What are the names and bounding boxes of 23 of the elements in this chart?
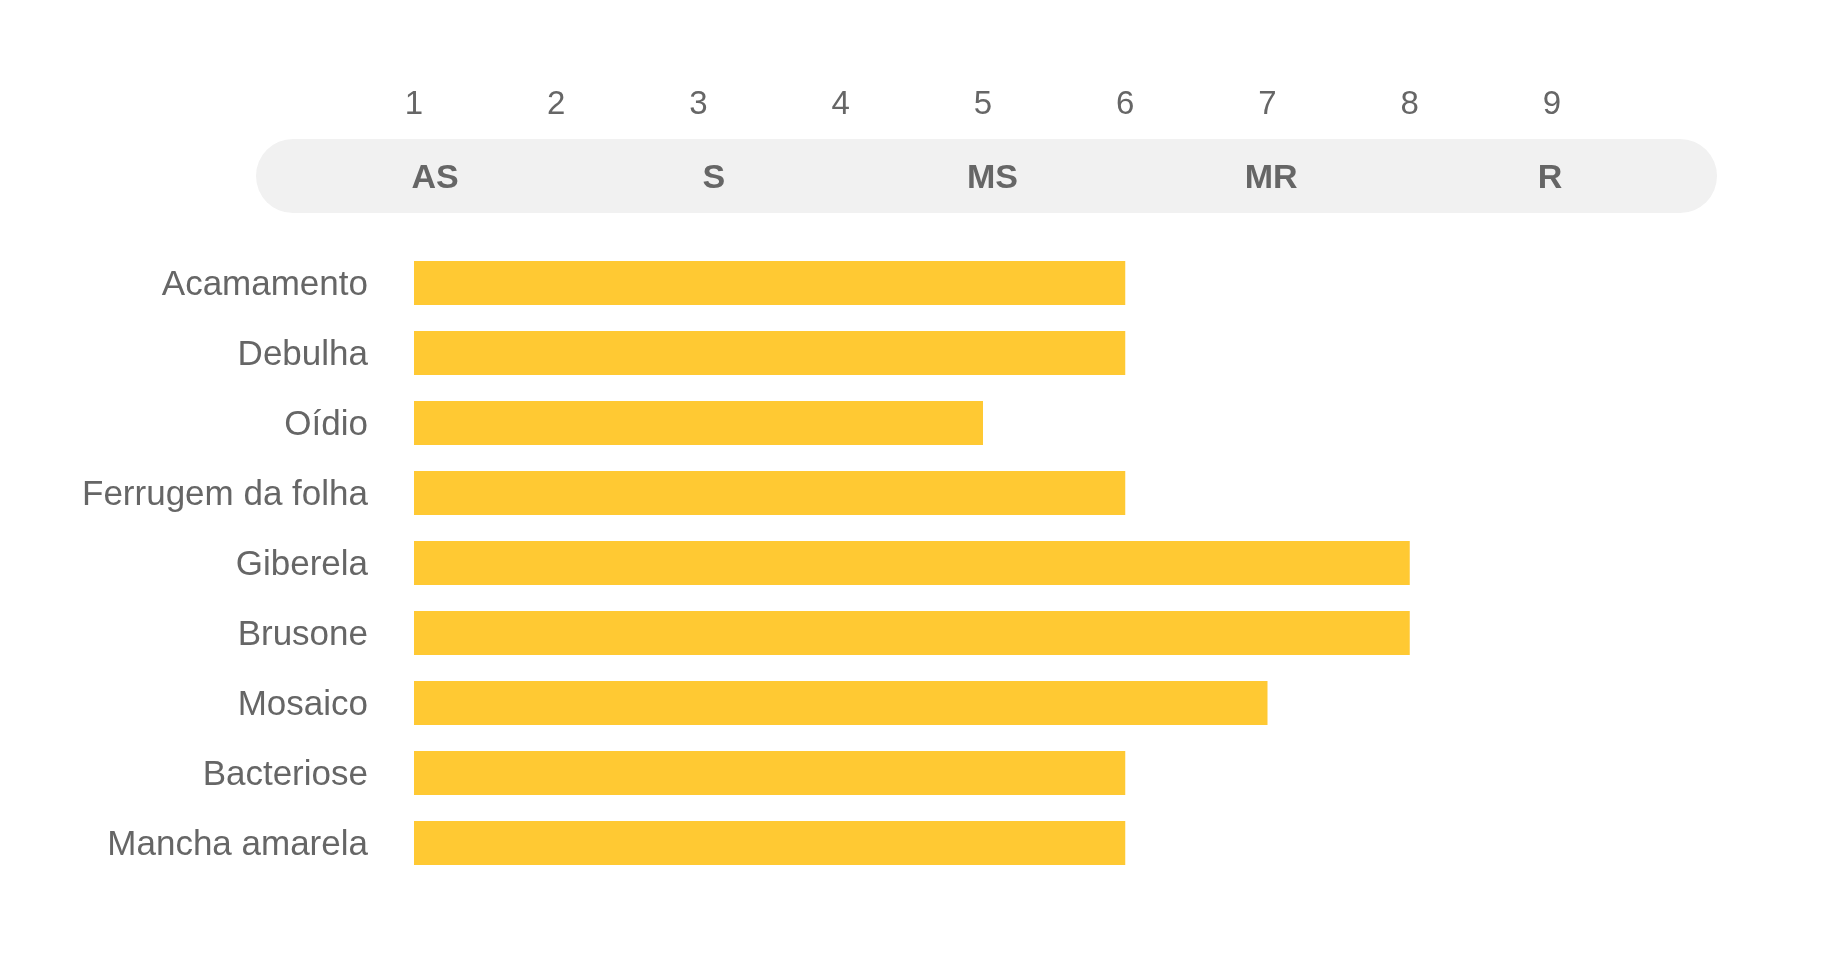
- y-tick-label: Brusone: [237, 613, 368, 653]
- x-tick-label: 5: [973, 84, 993, 121]
- x-tick-label: 1: [404, 84, 424, 121]
- x-tick-label: 7: [1258, 84, 1277, 121]
- y-tick-label: Debulha: [237, 333, 369, 373]
- x-tick-label: 4: [831, 84, 850, 121]
- y-tick-label: Ferrugem da folha: [82, 473, 369, 513]
- y-tick-label: Acamamento: [161, 263, 368, 303]
- text: R: [1537, 157, 1563, 195]
- text: S: [702, 157, 726, 195]
- x-tick-label: 2: [547, 84, 566, 121]
- text: MS: [967, 157, 1018, 195]
- text: MR: [1244, 157, 1298, 195]
- y-tick-label: Mosaico: [237, 683, 368, 723]
- y-tick-label: Mancha amarela: [107, 823, 369, 863]
- x-tick-label: 8: [1400, 84, 1419, 121]
- y-tick-label: Giberela: [235, 543, 369, 583]
- x-tick-label: 6: [1116, 84, 1135, 121]
- y-tick-label: Bacteriose: [202, 753, 368, 793]
- y-tick-label: Oídio: [284, 403, 368, 443]
- x-tick-label: 9: [1542, 84, 1562, 121]
- x-tick-label: 3: [689, 84, 708, 121]
- text: AS: [411, 157, 459, 195]
